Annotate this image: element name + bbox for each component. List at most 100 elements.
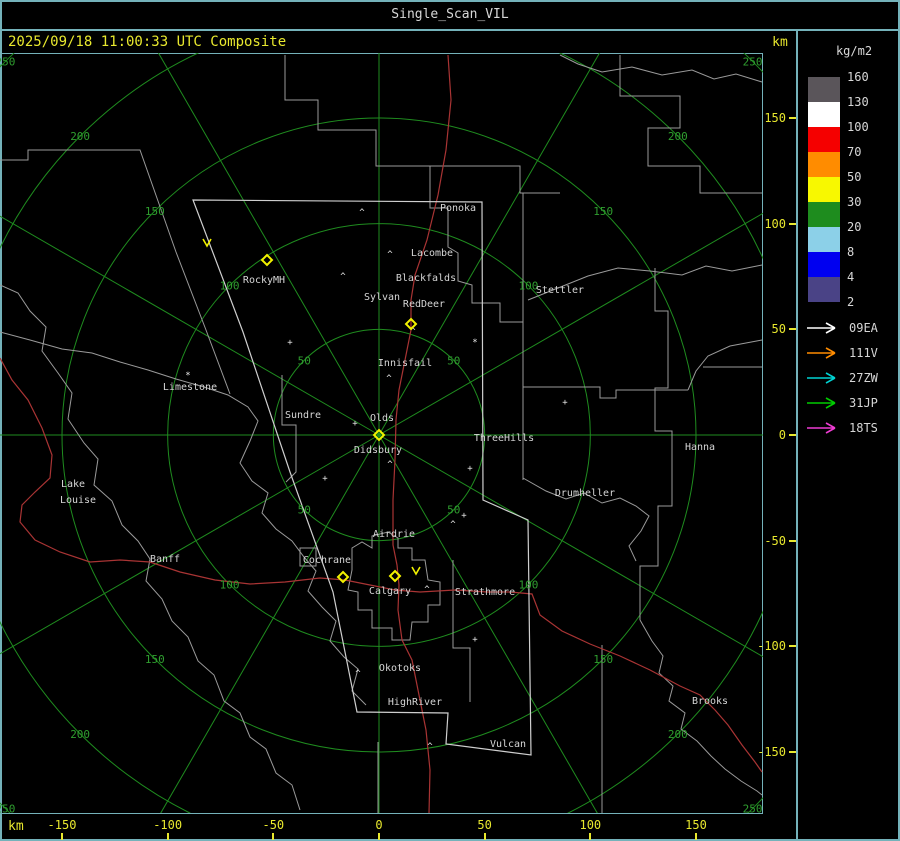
legend-color-swatch (808, 102, 840, 127)
town-marker: ^ (359, 208, 365, 218)
window-border-right (898, 0, 900, 841)
range-ring-label: 200 (668, 728, 688, 741)
range-ring-label: 100 (220, 578, 240, 591)
right-axis-tick-label: 0 (778, 428, 786, 442)
scan-sector-outline (192, 199, 532, 756)
range-ring-label: 200 (70, 130, 90, 143)
range-ring-label: 100 (518, 578, 538, 591)
city-label-hanna: Hanna (685, 442, 715, 453)
right-axis-tick-label: 50 (771, 322, 786, 337)
county-boundary (639, 619, 763, 796)
county-boundary (0, 149, 231, 395)
range-ring-label: 250 (0, 803, 15, 813)
town-marker: + (472, 635, 478, 645)
radar-arrow-icon (807, 422, 836, 434)
county-boundary (0, 284, 301, 811)
right-axis-tick (789, 328, 796, 331)
legend-unit-label: kg/m2 (835, 44, 873, 58)
map-border-bottom (0, 813, 763, 814)
window-border-bottom (0, 839, 900, 841)
radar-arrow-icon (807, 372, 836, 384)
county-boundary (0, 331, 367, 706)
storm-vector-marker (411, 566, 421, 576)
legend-color-swatch (808, 77, 840, 102)
window-border-left (0, 0, 2, 841)
radar-site-marker (336, 570, 350, 584)
town-marker: + (562, 398, 568, 408)
town-marker: ^ (424, 585, 430, 595)
legend-threshold-label: 130 (847, 95, 869, 109)
azimuth-line (378, 53, 601, 436)
city-label-ponoka: Ponoka (440, 203, 476, 214)
range-ring-label: 150 (145, 653, 165, 666)
city-label-airdrie: Airdrie (373, 529, 415, 540)
county-boundary (619, 55, 762, 194)
right-axis-tick (789, 539, 796, 542)
range-ring-label: 50 (447, 504, 460, 517)
legend-threshold-label: 30 (847, 195, 862, 209)
radar-arrow-icon (807, 397, 836, 409)
town-marker: ^ (340, 272, 346, 282)
city-label-sylvan: Sylvan (364, 292, 400, 303)
range-ring-label: 250 (743, 803, 763, 813)
bottom-axis-tick (166, 833, 169, 840)
radar-id-label: 09EA (849, 321, 879, 335)
right-axis-tick (789, 434, 796, 436)
radar-map[interactable]: 50 50 50 50 100 100 100 100 150 150 150 150 200 200 20… (0, 53, 763, 813)
range-ring-150km (61, 117, 697, 753)
county-boundary (687, 339, 763, 391)
county-boundary (299, 547, 317, 567)
town-marker: ^ (387, 460, 393, 470)
range-ring-label: 200 (70, 728, 90, 741)
city-label-okotoks: Okotoks (379, 663, 421, 674)
range-ring-label: 250 (0, 55, 15, 68)
city-label-strathmore: Strathmore (455, 587, 515, 598)
radar-id-legend: 09EA 111V 27ZW 31JP 18TS (807, 321, 879, 435)
legend-threshold-label: 8 (847, 245, 855, 259)
radar-id-label: 18TS (849, 421, 878, 435)
azimuth-line (378, 212, 763, 436)
range-ring-label: 50 (298, 354, 311, 367)
legend-threshold-label: 160 (847, 70, 869, 84)
bottom-axis-tick-label: 150 (685, 818, 707, 832)
legend-color-swatch (808, 152, 840, 177)
town-marker: + (287, 338, 293, 348)
city-label-vulcan: Vulcan (490, 739, 526, 750)
town-marker: ^ (387, 250, 393, 260)
highway (392, 54, 452, 813)
city-label-louise: Louise (60, 495, 96, 506)
county-boundary (281, 375, 297, 483)
county-boundary (523, 386, 688, 399)
legend-threshold-label: 20 (847, 220, 862, 234)
city-label-brooks: Brooks (692, 696, 728, 707)
bottom-axis-tick (378, 833, 380, 840)
bottom-axis-unit: km (8, 819, 24, 834)
range-ring-label: 150 (593, 653, 613, 666)
radar-id-label: 27ZW (849, 371, 879, 385)
storm-vector-marker (202, 238, 212, 248)
town-marker: + (467, 464, 473, 474)
bottom-axis-tick (483, 833, 486, 840)
legend-separator (796, 31, 798, 839)
range-ring-label: 50 (298, 504, 311, 517)
city-label-blackfalds: Blackfalds (396, 273, 456, 284)
bottom-axis-tick (272, 833, 275, 840)
city-label-stettler: Stettler (536, 285, 584, 296)
city-label-drumheller: Drumheller (555, 488, 615, 499)
town-marker: + (322, 474, 328, 484)
town-marker: * (472, 338, 477, 348)
city-label-olds: Olds (370, 413, 394, 424)
city-label-limestone: Limestone (163, 382, 217, 393)
legend-color-swatch (808, 202, 840, 227)
bottom-axis-tick (589, 833, 592, 840)
radar-id-label: 111V (849, 346, 878, 360)
radar-arrow-icon (807, 347, 836, 359)
map-border-top (0, 53, 763, 54)
town-marker: + (461, 511, 467, 521)
city-label-lake: Lake (61, 479, 85, 490)
legend-threshold-label: 100 (847, 120, 869, 134)
range-ring-label: 250 (743, 55, 763, 68)
city-label-reddeer: RedDeer (403, 299, 445, 310)
town-marker: ^ (386, 374, 392, 384)
